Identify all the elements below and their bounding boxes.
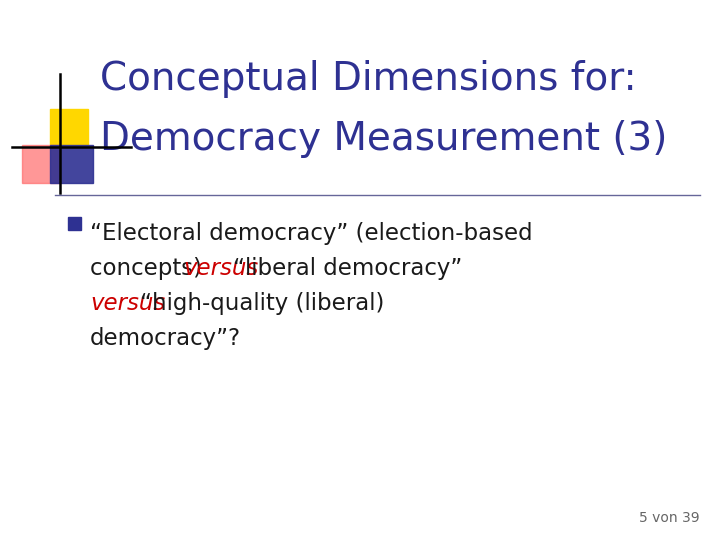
Text: “Electoral democracy” (election-based: “Electoral democracy” (election-based — [90, 222, 533, 245]
Text: versus: versus — [183, 257, 258, 280]
Text: “high-quality (liberal): “high-quality (liberal) — [140, 292, 384, 315]
Text: democracy”?: democracy”? — [90, 327, 241, 350]
Text: 5 von 39: 5 von 39 — [639, 511, 700, 525]
Text: concepts): concepts) — [90, 257, 207, 280]
Text: Conceptual Dimensions for:: Conceptual Dimensions for: — [100, 60, 636, 98]
Bar — [50, 109, 88, 147]
Bar — [50, 145, 93, 183]
Bar — [22, 145, 60, 183]
Text: Democracy Measurement (3): Democracy Measurement (3) — [100, 120, 667, 158]
Bar — [68, 217, 81, 230]
Text: “liberal democracy”: “liberal democracy” — [233, 257, 462, 280]
Text: versus: versus — [90, 292, 166, 315]
